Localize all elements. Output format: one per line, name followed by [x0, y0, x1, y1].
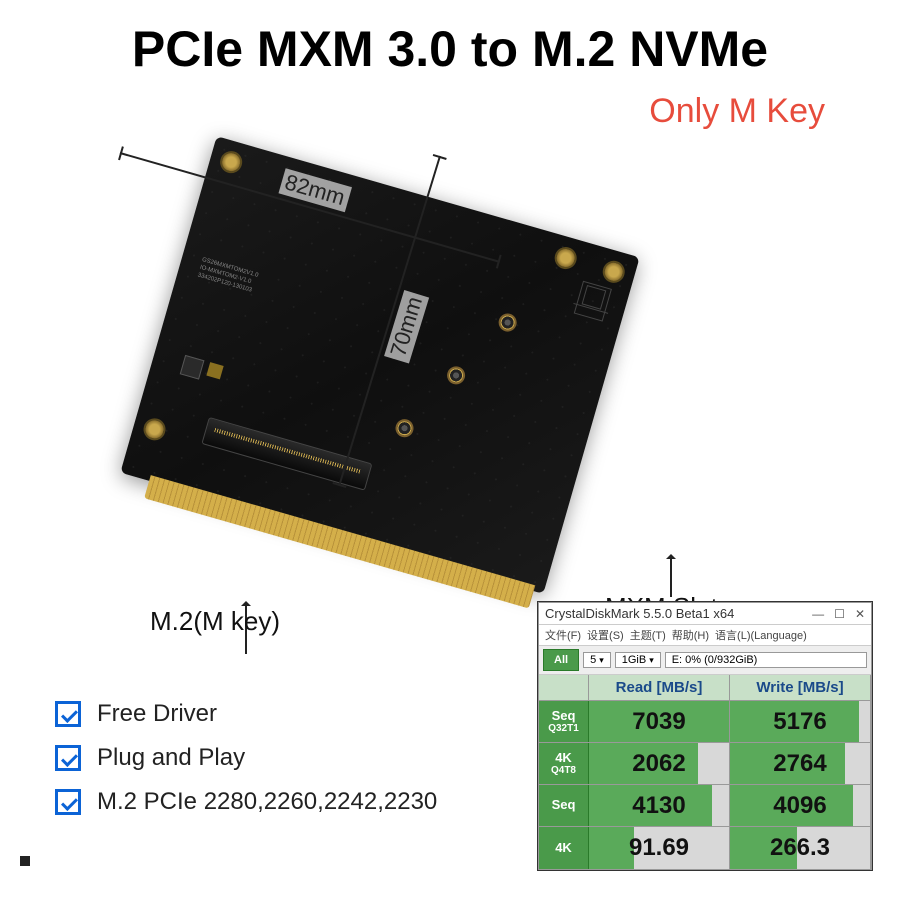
run-test-button[interactable]: 4KQ4T8: [539, 743, 589, 784]
menu-item[interactable]: 帮助(H): [672, 627, 709, 643]
window-titlebar: CrystalDiskMark 5.5.0 Beta1 x64 — ☐ ✕: [539, 603, 871, 625]
read-cell: 7039: [589, 701, 730, 742]
pcb-illustration: GS26MXMTOM2V1.0IO-MXMTOM2-V1.0334202P120…: [110, 130, 670, 610]
drive-dropdown[interactable]: E: 0% (0/932GiB): [665, 652, 867, 668]
menu-item[interactable]: 语言(L)(Language): [715, 627, 807, 643]
close-icon[interactable]: ✕: [855, 607, 865, 621]
column-header-write: Write [MB/s]: [730, 675, 871, 700]
standoff-hole-icon: [393, 417, 415, 439]
menu-item[interactable]: 设置(S): [587, 627, 624, 643]
pcb-board: GS26MXMTOM2V1.0IO-MXMTOM2-V1.0334202P120…: [120, 136, 639, 594]
run-test-button[interactable]: Seq: [539, 785, 589, 826]
arrow-icon: [670, 555, 672, 597]
standoff-hole-icon: [445, 364, 467, 386]
smd-chips-icon: [175, 355, 233, 403]
read-cell: 91.69: [589, 827, 730, 869]
run-all-button[interactable]: All: [543, 649, 579, 671]
table-header: Read [MB/s] Write [MB/s]: [539, 675, 871, 701]
feature-item: Plug and Play: [55, 744, 437, 772]
gold-fingers-icon: [144, 475, 535, 608]
feature-item: M.2 PCIe 2280,2260,2242,2230: [55, 788, 437, 816]
maximize-icon[interactable]: ☐: [834, 607, 845, 621]
size-dropdown[interactable]: 1GiB: [615, 652, 661, 668]
check-icon: [55, 745, 81, 771]
column-header-read: Read [MB/s]: [589, 675, 730, 700]
subtitle: Only M Key: [649, 92, 825, 131]
weee-icon: [574, 281, 612, 322]
write-cell: 5176: [730, 701, 871, 742]
check-icon: [55, 789, 81, 815]
feature-list: Free Driver Plug and Play M.2 PCIe 2280,…: [55, 700, 437, 832]
menu-bar[interactable]: 文件(F) 设置(S) 主题(T) 帮助(H) 语言(L)(Language): [539, 625, 871, 646]
run-test-button[interactable]: SeqQ32T1: [539, 701, 589, 742]
window-title: CrystalDiskMark 5.5.0 Beta1 x64: [545, 606, 734, 621]
runs-dropdown[interactable]: 5: [583, 652, 611, 668]
feature-item: Free Driver: [55, 700, 437, 728]
menu-item[interactable]: 主题(T): [630, 627, 666, 643]
run-test-button[interactable]: 4K: [539, 827, 589, 869]
standoff-hole-icon: [497, 311, 519, 333]
toolbar: All 5 1GiB E: 0% (0/932GiB): [539, 646, 871, 675]
minimize-icon[interactable]: —: [812, 607, 824, 621]
mounting-hole-icon: [218, 149, 245, 176]
menu-item[interactable]: 文件(F): [545, 627, 581, 643]
feature-label: Free Driver: [97, 700, 217, 728]
feature-label: M.2 PCIe 2280,2260,2242,2230: [97, 788, 437, 816]
bullet-icon: [20, 856, 30, 866]
write-cell: 266.3: [730, 827, 871, 869]
table-row: 4K91.69266.3: [539, 827, 871, 869]
read-cell: 4130: [589, 785, 730, 826]
table-row: SeqQ32T170395176: [539, 701, 871, 743]
check-icon: [55, 701, 81, 727]
silkscreen-text: GS26MXMTOM2V1.0IO-MXMTOM2-V1.0334202P120…: [196, 257, 258, 296]
benchmark-window: CrystalDiskMark 5.5.0 Beta1 x64 — ☐ ✕ 文件…: [538, 602, 872, 870]
table-row: Seq41304096: [539, 785, 871, 827]
read-cell: 2062: [589, 743, 730, 784]
table-row: 4KQ4T820622764: [539, 743, 871, 785]
write-cell: 2764: [730, 743, 871, 784]
mounting-hole-icon: [141, 416, 168, 443]
mounting-hole-icon: [600, 258, 627, 285]
mounting-hole-icon: [552, 244, 579, 271]
callout-m2: M.2(M key): [150, 606, 280, 637]
feature-label: Plug and Play: [97, 744, 245, 772]
write-cell: 4096: [730, 785, 871, 826]
page-title: PCIe MXM 3.0 to M.2 NVMe: [132, 20, 768, 78]
